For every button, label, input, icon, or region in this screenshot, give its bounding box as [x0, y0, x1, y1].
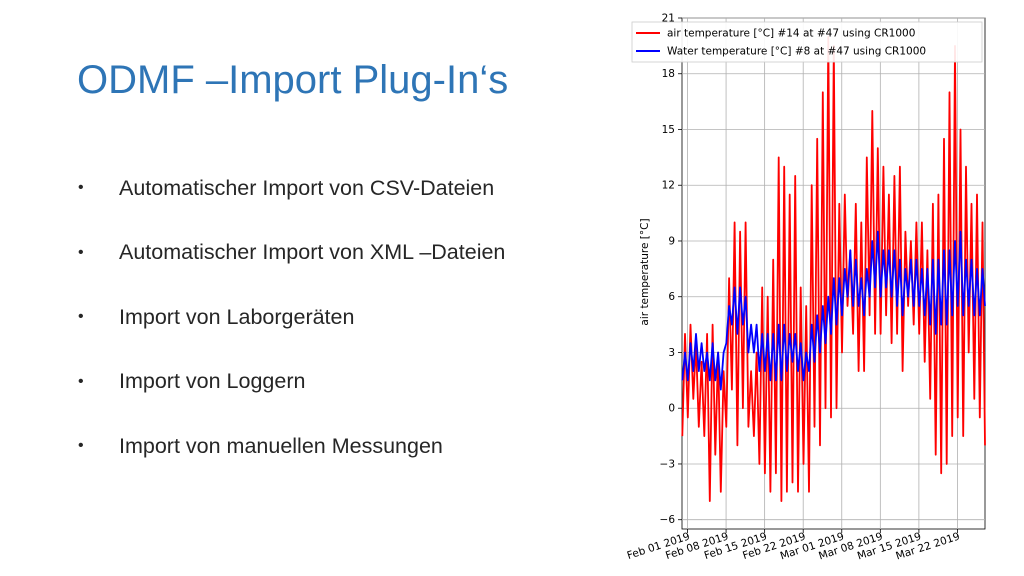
legend-label-water-temperature: Water temperature [°C] #8 at #47 using C… [667, 46, 926, 58]
bullet-icon: • [78, 372, 84, 390]
y-tick-label: −6 [660, 514, 676, 526]
y-tick-label: 9 [668, 235, 675, 247]
y-tick-label: −3 [660, 458, 675, 470]
list-item: • Automatischer Import von CSV-Dateien [78, 172, 505, 204]
list-item: • Automatischer Import von XML –Dateien [78, 237, 505, 269]
y-tick-label: 6 [668, 291, 675, 303]
legend-label-air-temperature: air temperature [°C] #14 at #47 using CR… [667, 28, 915, 40]
slide-title: ODMF –Import Plug-In‘s [77, 58, 509, 102]
bullet-text: Import von manuellen Messungen [119, 433, 443, 458]
list-item: • Import von Loggern [78, 366, 505, 398]
bullet-icon: • [78, 437, 84, 454]
y-tick-label: 21 [662, 13, 675, 25]
bullet-text: Import von Laborgeräten [119, 304, 355, 329]
list-item: • Import von manuellen Messungen [78, 430, 505, 462]
bullet-text: Automatischer Import von XML –Dateien [119, 240, 506, 264]
water-temperature-line [681, 230, 986, 391]
legend-box [631, 21, 983, 63]
y-axis-label: air temperature [°C] [639, 218, 651, 325]
y-tick-label: 15 [662, 124, 675, 136]
bullet-list: • Automatischer Import von CSV-Dateien • A… [78, 172, 505, 495]
bullet-text: Automatischer Import von CSV-Dateien [119, 175, 495, 200]
bullet-text: Import von Loggern [119, 369, 306, 393]
y-tick-label: 12 [662, 180, 675, 192]
bullet-icon: • [78, 308, 84, 325]
y-tick-label: 3 [668, 347, 675, 359]
y-tick-label: 18 [662, 68, 675, 80]
y-tick-label: 0 [668, 403, 675, 415]
bullet-icon: • [78, 243, 84, 261]
bullet-icon: • [78, 179, 84, 196]
list-item: • Import von Laborgeräten [78, 301, 505, 333]
legend: air temperature [°C] #14 at #47 using CR… [631, 21, 983, 63]
